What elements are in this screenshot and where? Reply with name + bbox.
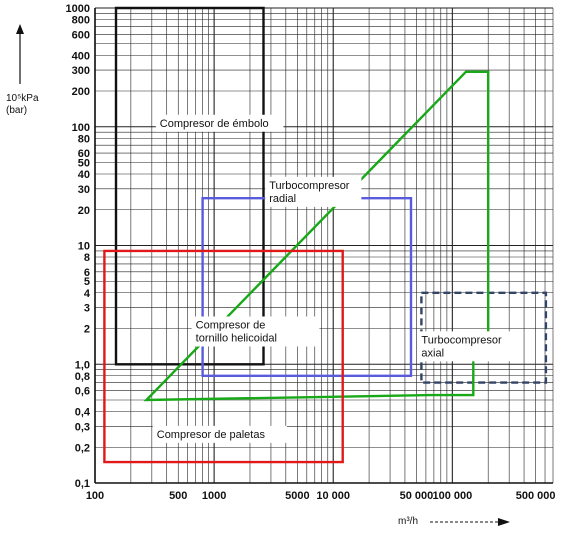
- y-tick-label: 30: [78, 184, 90, 196]
- y-tick-label: 80: [78, 133, 90, 145]
- region-tornillo-label-bg: [191, 316, 320, 347]
- y-tick-label: 1,0: [75, 359, 90, 371]
- region-axial-label-bg: [417, 331, 514, 362]
- y-tick-label: 4: [84, 288, 91, 300]
- y-tick-label: 0,1: [75, 478, 90, 490]
- y-axis-label-line2: (bar): [6, 105, 27, 116]
- y-tick-label: 800: [72, 15, 90, 27]
- y-tick-label: 3: [84, 303, 90, 315]
- y-tick-label: 0,2: [75, 442, 90, 454]
- y-tick-label: 200: [72, 86, 90, 98]
- y-tick-label: 0,4: [75, 407, 91, 419]
- y-tick-label: 8: [84, 252, 90, 264]
- y-axis-arrowhead-icon: [16, 24, 24, 34]
- y-tick-label: 40: [78, 169, 90, 181]
- y-tick-label: 50: [78, 157, 90, 169]
- x-tick-label: 10 000: [316, 490, 350, 502]
- y-axis-label: 10⁵kPa (bar): [6, 24, 39, 116]
- x-axis-arrowhead-icon: [498, 518, 510, 526]
- region-paletas-label-bg: [152, 425, 287, 443]
- y-tick-label: 0,3: [75, 421, 90, 433]
- x-tick-label: 500: [169, 490, 187, 502]
- region-radial-label-bg: [265, 176, 362, 207]
- y-tick-label: 400: [72, 50, 90, 62]
- region-embolo-label-bg: [155, 114, 284, 132]
- region-radial-label: radial: [269, 193, 296, 205]
- x-tick-labels: 100 500 1000 5000 10 000 50 000 100 000 500 000: [86, 490, 556, 502]
- x-tick-label: 100 000: [432, 490, 472, 502]
- y-tick-label: 60: [78, 148, 90, 160]
- y-tick-label: 600: [72, 29, 90, 41]
- region-labels: Compresor de émboloTurbocompresorradialT…: [152, 114, 514, 443]
- chart-axes: [94, 8, 553, 484]
- region-paletas-outline: [103, 249, 344, 464]
- region-axial-label: Turbocompresor: [421, 334, 502, 346]
- y-tick-label: 300: [72, 65, 90, 77]
- y-tick-label: 2: [84, 324, 90, 336]
- x-tick-label: 100: [86, 490, 104, 502]
- x-tick-label: 1000: [202, 490, 226, 502]
- x-tick-label: 5000: [285, 490, 309, 502]
- y-tick-label: 5: [84, 276, 90, 288]
- y-axis-label-line1: 10⁵kPa: [6, 93, 39, 104]
- x-tick-label: 50 000: [400, 490, 434, 502]
- y-tick-label: 0,8: [75, 371, 90, 383]
- region-paletas-label: Compresor de paletas: [157, 429, 266, 441]
- y-tick-label: 10: [78, 241, 90, 253]
- y-tick-label: 100: [72, 122, 90, 134]
- x-axis-label: m³/h: [398, 516, 510, 527]
- chart-grid: [94, 7, 554, 484]
- region-tornillo-label: tornillo helicoidal: [196, 333, 277, 345]
- region-axial-label: axial: [421, 347, 444, 359]
- region-radial-label: Turbocompresor: [269, 180, 350, 192]
- region-embolo-label: Compresor de émbolo: [160, 118, 269, 130]
- y-tick-label: 1000: [66, 3, 90, 15]
- x-axis-label-text: m³/h: [398, 516, 418, 527]
- x-tick-label: 500 000: [516, 490, 556, 502]
- y-tick-label: 20: [78, 205, 90, 217]
- region-embolo-outline: [114, 6, 265, 366]
- y-tick-label: 0,6: [75, 386, 90, 398]
- y-tick-label: 6: [84, 267, 90, 279]
- region-tornillo-label: Compresor de: [196, 320, 266, 332]
- chart-regions: [103, 6, 548, 464]
